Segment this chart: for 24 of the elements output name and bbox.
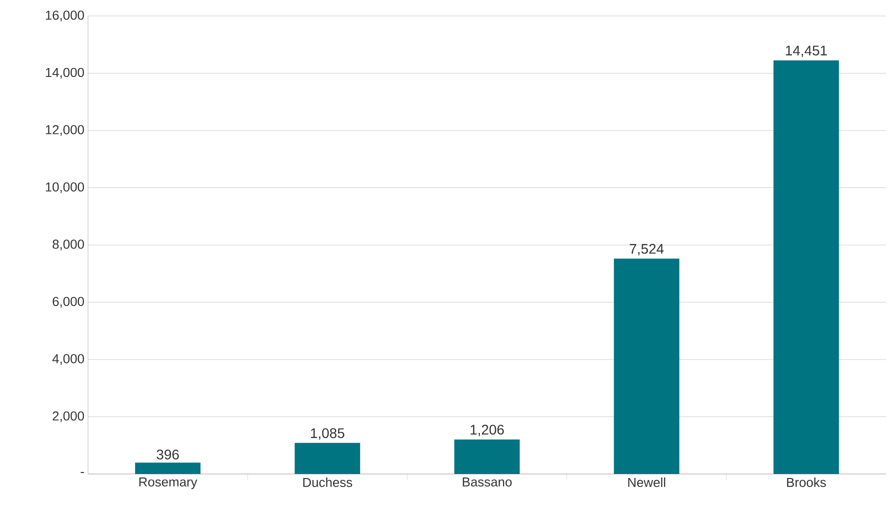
bar (135, 462, 201, 474)
x-tick-label: Bassano (462, 478, 512, 487)
data-label: 1,085 (311, 428, 344, 440)
y-tick-label: - (80, 472, 84, 474)
y-tick-label: 4,000 (52, 354, 84, 365)
y-tick-label: 8,000 (52, 240, 84, 250)
bar (294, 442, 360, 474)
y-tick-label: 14,000 (46, 68, 84, 79)
data-label: 396 (156, 450, 179, 460)
y-tick-label: 6,000 (52, 296, 84, 308)
x-tick-label: Rosemary (139, 478, 198, 490)
x-tick-label: Brooks (787, 478, 826, 488)
data-label: 1,206 (470, 424, 504, 436)
data-label: 14,451 (786, 46, 827, 58)
bar (454, 439, 520, 474)
y-tick-label: 16,000 (46, 10, 84, 22)
x-tick-label: Newell (628, 478, 666, 488)
y-tick-label: 10,000 (46, 182, 84, 194)
bar (773, 60, 839, 474)
y-tick-label: 12,000 (46, 125, 84, 136)
bar (614, 258, 680, 474)
data-label: 7,524 (630, 244, 664, 256)
y-tick-label: 2,000 (52, 411, 84, 422)
x-tick-label: Duchess (303, 478, 352, 488)
